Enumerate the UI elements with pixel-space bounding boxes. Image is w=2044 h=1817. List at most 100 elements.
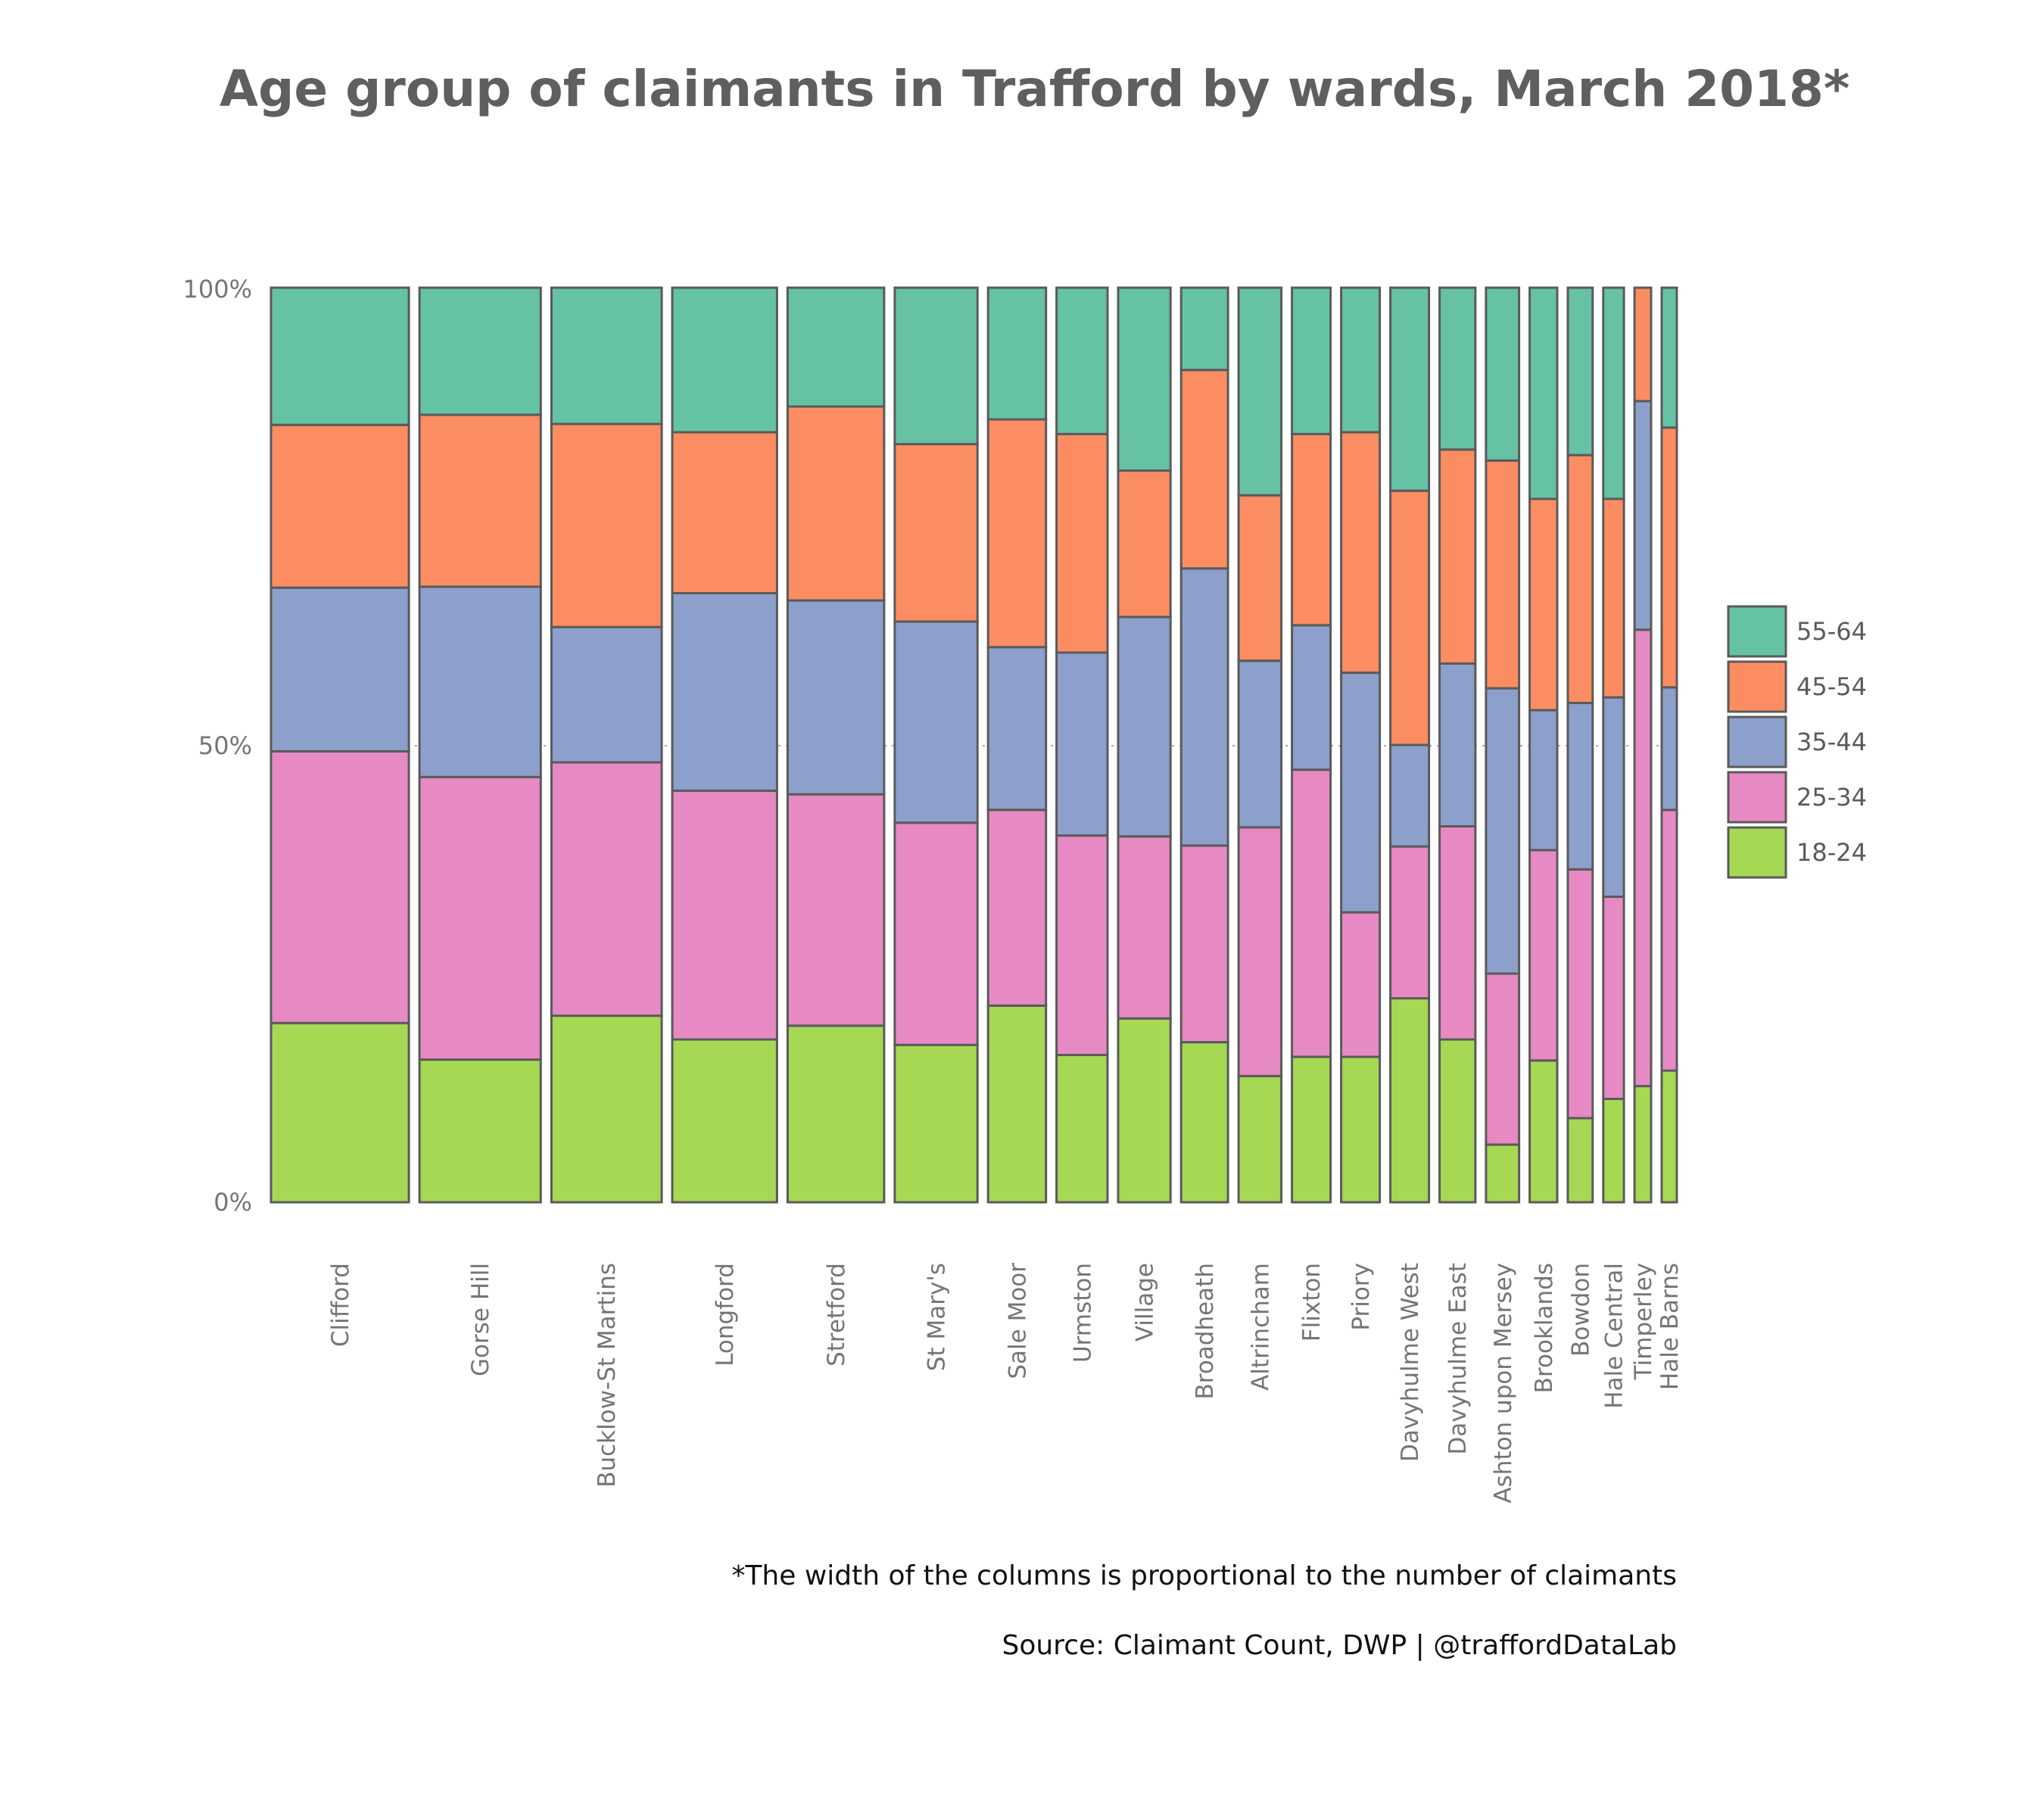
x-tick-label-altrincham: Altrincham — [1247, 1263, 1274, 1391]
bar-segment-stretford-25-34 — [786, 793, 886, 1027]
bar-segment-clifford-18-24 — [270, 1021, 410, 1204]
bar-segment-longford-25-34 — [671, 789, 778, 1041]
bar-segment-davyhulme-west-35-44 — [1389, 743, 1431, 848]
bar-segment-davyhulme-west-45-54 — [1389, 489, 1431, 746]
legend-swatch-18-24 — [1727, 826, 1787, 879]
legend-swatch-25-34 — [1727, 771, 1787, 824]
bar-segment-brooklands-45-54 — [1528, 497, 1559, 712]
bar-segment-brooklands-55-64 — [1528, 286, 1559, 500]
bar-segment-ashton-upon-mersey-55-64 — [1485, 286, 1521, 462]
bar-segment-broadheath-35-44 — [1179, 567, 1229, 847]
bar-segment-altrincham-45-54 — [1237, 494, 1283, 662]
bar-segment-priory-45-54 — [1340, 431, 1382, 675]
bar-segment-davyhulme-east-25-34 — [1438, 825, 1477, 1041]
bar-segment-brooklands-35-44 — [1528, 709, 1559, 852]
bar-segment-broadheath-25-34 — [1179, 844, 1229, 1044]
bar-segment-hale-barns-25-34 — [1660, 809, 1678, 1072]
bar-segment-broadheath-45-54 — [1179, 369, 1229, 570]
bar-segment-davyhulme-west-18-24 — [1389, 997, 1431, 1204]
bar-segment-bucklow-st-martins-18-24 — [550, 1014, 663, 1204]
bar-segment-urmston-25-34 — [1055, 834, 1109, 1056]
bar-segment-longford-18-24 — [671, 1038, 778, 1204]
bar-segment-flixton-18-24 — [1291, 1055, 1332, 1204]
bar-segment-st-mary-s-35-44 — [893, 620, 979, 824]
bar-segment-flixton-35-44 — [1291, 624, 1332, 771]
x-tick-label-davyhulme-west: Davyhulme West — [1397, 1263, 1424, 1462]
bar-segment-altrincham-25-34 — [1237, 826, 1283, 1077]
bar-segment-bowdon-25-34 — [1566, 868, 1594, 1120]
bar-segment-village-55-64 — [1117, 286, 1172, 472]
bar-segment-village-45-54 — [1117, 469, 1172, 619]
bar-segment-altrincham-18-24 — [1237, 1074, 1283, 1204]
legend-label-55-64: 55-64 — [1796, 617, 1867, 646]
legend-label-45-54: 45-54 — [1796, 672, 1867, 701]
bar-segment-clifford-35-44 — [270, 586, 410, 753]
bar-segment-hale-barns-18-24 — [1660, 1069, 1678, 1204]
x-tick-label-urmston: Urmston — [1069, 1263, 1096, 1363]
bar-segment-bowdon-18-24 — [1566, 1117, 1594, 1204]
bar-segment-village-35-44 — [1117, 616, 1172, 838]
bar-segment-hale-central-45-54 — [1602, 497, 1625, 699]
bar-segment-st-mary-s-25-34 — [893, 821, 979, 1046]
source-caption: Source: Claimant Count, DWP | @traffordD… — [1002, 1630, 1677, 1661]
bar-segment-priory-35-44 — [1340, 672, 1382, 914]
y-tick-label-100: 100% — [183, 275, 252, 304]
bar-segment-brooklands-25-34 — [1528, 849, 1559, 1062]
x-tick-label-village: Village — [1132, 1263, 1159, 1342]
bar-segment-clifford-45-54 — [270, 423, 410, 589]
legend-label-25-34: 25-34 — [1796, 783, 1867, 812]
bar-segment-stretford-18-24 — [786, 1024, 886, 1204]
bar-segment-st-mary-s-45-54 — [893, 443, 979, 623]
bar-segment-gorse-hill-45-54 — [418, 413, 542, 588]
y-tick-label-0: 0% — [213, 1188, 252, 1217]
bar-segment-timperley-18-24 — [1633, 1085, 1653, 1204]
bar-segment-bowdon-45-54 — [1566, 453, 1594, 704]
chart-title: Age group of claimants in Trafford by wa… — [220, 60, 1849, 118]
bar-segment-hale-central-35-44 — [1602, 696, 1625, 898]
x-tick-label-hale-central: Hale Central — [1601, 1263, 1628, 1409]
bar-segment-longford-45-54 — [671, 431, 778, 595]
bar-segment-urmston-35-44 — [1055, 651, 1109, 837]
x-tick-label-gorse-hill: Gorse Hill — [467, 1263, 494, 1376]
bar-segment-altrincham-35-44 — [1237, 659, 1283, 829]
bar-segment-hale-central-55-64 — [1602, 286, 1625, 500]
bar-segment-sale-moor-45-54 — [986, 418, 1048, 649]
bar-segment-davyhulme-east-18-24 — [1438, 1038, 1477, 1204]
bar-segment-davyhulme-east-55-64 — [1438, 286, 1477, 451]
bar-segment-flixton-45-54 — [1291, 432, 1332, 627]
bar-segment-ashton-upon-mersey-35-44 — [1485, 687, 1521, 975]
bar-segment-village-18-24 — [1117, 1017, 1172, 1204]
bar-segment-flixton-55-64 — [1291, 286, 1332, 435]
legend-label-18-24: 18-24 — [1796, 838, 1867, 867]
bar-segment-bucklow-st-martins-45-54 — [550, 422, 663, 628]
bar-segment-clifford-55-64 — [270, 286, 410, 426]
legend-swatch-45-54 — [1727, 660, 1787, 713]
y-tick-label-50: 50% — [198, 731, 252, 760]
bar-segment-stretford-35-44 — [786, 599, 886, 796]
x-tick-label-flixton: Flixton — [1298, 1263, 1326, 1342]
bar-segment-stretford-45-54 — [786, 405, 886, 602]
bar-segment-broadheath-55-64 — [1179, 286, 1229, 372]
bar-segment-priory-18-24 — [1340, 1055, 1382, 1204]
bar-segment-davyhulme-west-25-34 — [1389, 845, 1431, 1000]
bar-segment-altrincham-55-64 — [1237, 286, 1283, 497]
x-tick-label-hale-barns: Hale Barns — [1656, 1263, 1684, 1390]
bar-segment-sale-moor-35-44 — [986, 646, 1048, 812]
bar-segment-hale-central-18-24 — [1602, 1098, 1625, 1204]
x-tick-label-bowdon: Bowdon — [1567, 1263, 1594, 1357]
legend-swatch-55-64 — [1727, 605, 1787, 658]
x-tick-label-ashton-upon-mersey: Ashton upon Mersey — [1490, 1263, 1517, 1504]
x-tick-label-stretford: Stretford — [823, 1263, 850, 1367]
bar-segment-ashton-upon-mersey-18-24 — [1485, 1143, 1521, 1204]
x-tick-label-davyhulme-east: Davyhulme East — [1444, 1263, 1472, 1454]
bar-segment-hale-central-25-34 — [1602, 896, 1625, 1100]
x-tick-label-st-mary-s: St Mary's — [924, 1263, 951, 1371]
width-note: *The width of the columns is proportiona… — [731, 1560, 1677, 1591]
x-tick-label-brooklands: Brooklands — [1531, 1263, 1558, 1393]
bars-group — [270, 286, 1678, 1204]
bar-segment-davyhulme-east-35-44 — [1438, 662, 1477, 827]
bar-segment-longford-35-44 — [671, 592, 778, 792]
bar-segment-timperley-25-34 — [1633, 628, 1653, 1088]
bar-segment-ashton-upon-mersey-45-54 — [1485, 459, 1521, 690]
